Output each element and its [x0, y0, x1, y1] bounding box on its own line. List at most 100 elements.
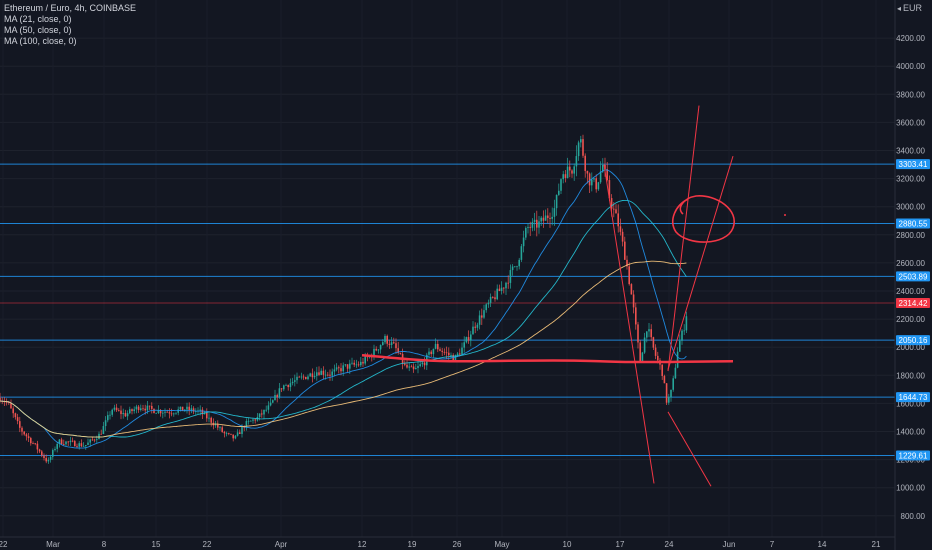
circle-annotation[interactable]	[672, 195, 736, 243]
candle-body	[63, 444, 65, 445]
level-price-tag	[896, 450, 930, 461]
candle-body	[406, 364, 408, 368]
candle-body	[643, 337, 646, 353]
candle-body	[329, 374, 331, 376]
candle-body	[291, 381, 294, 384]
trend-line[interactable]	[603, 164, 655, 484]
candle-body	[582, 139, 584, 156]
candle-body	[399, 352, 402, 354]
candle-body	[21, 427, 23, 432]
candle-body	[610, 198, 613, 209]
candle-body	[203, 412, 206, 415]
candle-body	[353, 362, 355, 365]
candle-body	[474, 326, 476, 328]
candle-body	[443, 351, 446, 353]
horizontal-levels[interactable]	[0, 163, 895, 456]
candle-body	[34, 443, 36, 445]
time-tick-label: 26	[453, 540, 462, 549]
drawings[interactable]	[361, 105, 786, 487]
trend-line[interactable]	[667, 411, 712, 487]
candle-body	[190, 408, 193, 411]
candle-body	[162, 412, 164, 414]
candle-body	[56, 443, 58, 449]
candle-body	[646, 331, 648, 338]
candle-body	[663, 375, 666, 384]
level-price-label: 2503.89	[899, 272, 928, 281]
candle-body	[181, 406, 184, 411]
moving-averages	[0, 169, 687, 449]
candle-body	[516, 266, 518, 268]
support-line[interactable]	[361, 354, 734, 364]
candle-body	[395, 343, 397, 349]
candle-body	[641, 352, 644, 362]
time-tick-label: 14	[818, 540, 827, 549]
candle-body	[245, 421, 248, 428]
candle-body	[492, 296, 494, 298]
price-tick-label: 3200.00	[896, 175, 925, 184]
candle-body	[485, 304, 487, 311]
candle-body	[450, 355, 452, 356]
candle-body	[12, 408, 14, 414]
candle-body	[115, 407, 118, 411]
candle-body	[551, 216, 553, 219]
indicator-ma100[interactable]: MA (100, close, 0)	[4, 36, 77, 46]
level-labels: 3303.41 2880.55 2503.89 2314.42 2050.16 1644.…	[896, 159, 930, 461]
candle-body	[454, 355, 457, 361]
candle-body	[267, 405, 270, 410]
currency-selector[interactable]: ◂ EUR	[897, 3, 922, 13]
symbol-title[interactable]: Ethereum / Euro, 4h, COINBASE	[4, 3, 137, 13]
candle-body	[439, 349, 441, 351]
candle-body	[470, 334, 472, 341]
candle-body	[287, 384, 289, 388]
candle-body	[591, 179, 593, 186]
candle-body	[624, 241, 626, 260]
price-tick-label: 2600.00	[896, 259, 925, 268]
candle-body	[419, 364, 421, 366]
candle-body	[140, 408, 142, 411]
candle-body	[148, 405, 151, 407]
candle-body	[586, 170, 589, 174]
candle-body	[441, 350, 443, 352]
price-tick-label: 3400.00	[896, 147, 925, 156]
candle-body	[133, 409, 135, 412]
candle-body	[80, 443, 83, 447]
candle-body	[496, 288, 498, 300]
candle-body	[151, 406, 153, 409]
candle-body	[575, 156, 578, 167]
candle-body	[448, 352, 450, 356]
indicator-ma50[interactable]: MA (50, close, 0)	[4, 25, 72, 35]
candle-body	[571, 170, 573, 174]
candle-body	[355, 364, 358, 366]
time-tick-label: 21	[872, 540, 881, 549]
candle-body	[283, 385, 285, 390]
time-tick-label: 22	[0, 540, 8, 549]
price-tick-label: 3800.00	[896, 90, 925, 99]
indicator-ma21[interactable]: MA (21, close, 0)	[4, 14, 72, 24]
price-tick-label: 1600.00	[896, 399, 925, 408]
candle-body	[538, 221, 540, 228]
candle-body	[241, 426, 243, 434]
trend-line[interactable]	[667, 155, 734, 370]
candle-body	[93, 439, 96, 441]
candle-body	[632, 294, 635, 308]
price-tick-label: 1800.00	[896, 371, 925, 380]
dot-annotation	[784, 214, 786, 216]
candle-body	[289, 383, 292, 388]
candle-body	[280, 388, 283, 390]
candle-body	[60, 439, 63, 445]
candle-body	[126, 413, 129, 417]
candle-body	[166, 411, 168, 413]
candle-body	[65, 441, 67, 445]
candle-body	[107, 415, 109, 421]
candle-body	[221, 427, 223, 432]
candle-body	[619, 226, 622, 232]
time-axis[interactable]: 22 Mar 8 15 22 Apr 12 19 26 May 10 17 24 Jun 7 14 21	[0, 540, 881, 549]
time-tick-label: 15	[152, 540, 161, 549]
candle-body	[377, 349, 380, 351]
candle-body	[331, 371, 333, 376]
candle-body	[230, 433, 232, 435]
candle-body	[481, 315, 483, 318]
price-axis[interactable]: 4200.00 4000.00 3800.00 3600.00 3400.00 3200.…	[896, 34, 925, 521]
